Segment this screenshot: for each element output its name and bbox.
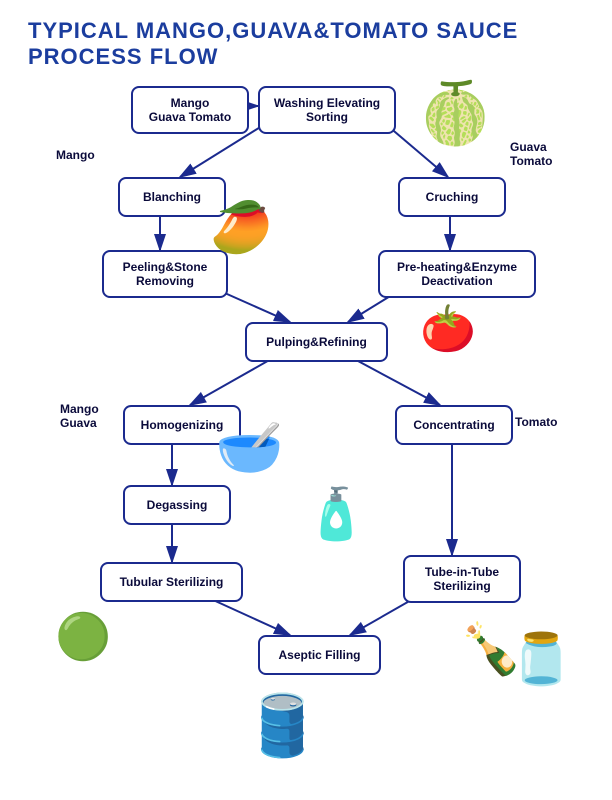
cherry-tomatoes-icon: 🍅 [420,302,476,355]
branch-label-guava-tomato: GuavaTomato [510,140,552,168]
node-degassing: Degassing [123,485,231,525]
node-tubular-sterilizing: Tubular Sterilizing [100,562,243,602]
cut-guava-icon: 🍈 [418,78,493,149]
node-pulping: Pulping&Refining [245,322,388,362]
guava-fruits-icon: 🟢 [55,610,111,663]
branch-label-tomato: Tomato [515,415,557,429]
branch-label-mango: Mango [56,148,95,162]
page-title-line1: TYPICAL MANGO,GUAVA&TOMATO SAUCE [28,18,518,44]
drums-pallet-icon: 🛢️ [245,690,320,761]
node-peeling: Peeling&StoneRemoving [102,250,228,298]
node-start: MangoGuava Tomato [131,86,249,134]
node-concentrating: Concentrating [395,405,513,445]
sauce-jar-icon: 🫙 [510,630,572,689]
sauce-bottle-icon: 🧴 [305,485,367,544]
node-washing: Washing ElevatingSorting [258,86,396,134]
node-aseptic-filling: Aseptic Filling [258,635,381,675]
branch-label-mango-guava: MangoGuava [60,402,99,430]
node-crushing: Cruching [398,177,506,217]
puree-bowl-icon: 🥣 [215,415,283,480]
page-title-line2: PROCESS FLOW [28,44,218,70]
node-tube-in-tube-sterilizing: Tube-in-TubeSterilizing [403,555,521,603]
node-preheating: Pre-heating&EnzymeDeactivation [378,250,536,298]
cut-mango-icon: 🥭 [210,198,272,257]
